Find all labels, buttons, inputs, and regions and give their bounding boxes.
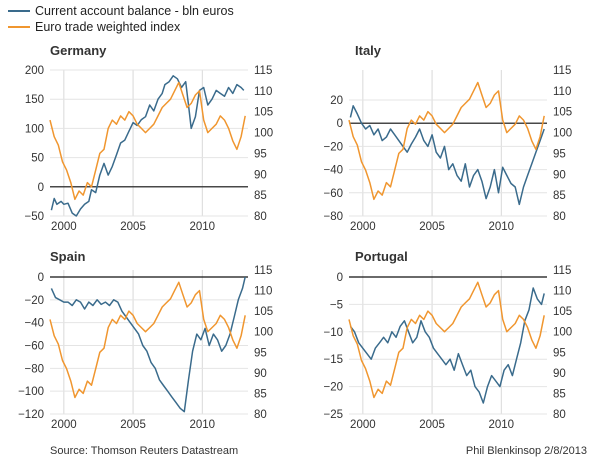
left-tick-label-italy--80: −80 (323, 211, 343, 223)
trade-index-line-spain (49, 281, 246, 399)
legend: Current account balance - bln euros Euro… (8, 3, 234, 35)
current-account-line-portugal (349, 287, 545, 404)
chart-title-portugal: Portugal (355, 249, 408, 264)
left-tick-label-germany--50: −50 (24, 211, 44, 223)
source-note: Source: Thomson Reuters Datastream (50, 445, 239, 457)
x-tick-label-italy-2010: 2010 (489, 221, 515, 233)
credit-note: Phil Blenkinsop 2/8/2013 (465, 445, 587, 457)
x-tick-label-italy-2000: 2000 (350, 221, 376, 233)
right-tick-label-portugal-100: 100 (553, 327, 572, 339)
chart-title-germany: Germany (50, 43, 107, 58)
trade-index-line-italy (348, 81, 545, 201)
left-tick-label-germany-50: 50 (31, 153, 44, 165)
left-tick-label-portugal--25: −25 (323, 409, 343, 421)
x-tick-label-spain-2000: 2000 (51, 419, 77, 431)
chart-title-spain: Spain (50, 249, 85, 264)
right-tick-label-italy-90: 90 (553, 169, 566, 181)
right-tick-label-germany-90: 90 (254, 169, 267, 181)
right-tick-label-portugal-90: 90 (553, 368, 566, 380)
left-tick-label-germany-100: 100 (25, 123, 44, 135)
current-account-line-germany (50, 75, 245, 217)
x-tick-label-portugal-2000: 2000 (350, 419, 376, 431)
right-tick-label-italy-110: 110 (553, 86, 571, 98)
right-tick-label-portugal-85: 85 (553, 388, 566, 400)
right-tick-label-germany-110: 110 (254, 86, 272, 98)
chart-panel-germany: Germany −50 0 50 100 150 200 80 85 90 95 100 105 110 1… (24, 43, 273, 233)
left-tick-label-portugal--10: −10 (323, 327, 343, 339)
right-tick-label-italy-85: 85 (553, 190, 566, 202)
right-tick-label-italy-95: 95 (553, 148, 566, 160)
left-tick-label-spain--60: −60 (24, 341, 44, 353)
left-tick-label-italy--60: −60 (323, 188, 343, 200)
x-tick-label-spain-2005: 2005 (120, 419, 146, 431)
chart-panel-spain: Spain −120 −100 −80 −60 −40 −20 0 80 85 90 95 100 105… (18, 249, 273, 431)
legend-label-current-account: Current account balance - bln euros (35, 4, 234, 18)
legend-item-current-account: Current account balance - bln euros (8, 3, 234, 19)
left-tick-label-italy-20: 20 (330, 95, 343, 107)
left-tick-label-italy--20: −20 (323, 141, 343, 153)
left-tick-label-italy-0: 0 (337, 118, 343, 130)
right-tick-label-italy-80: 80 (553, 211, 566, 223)
left-tick-label-portugal--20: −20 (323, 382, 343, 394)
left-tick-label-spain--120: −120 (18, 409, 44, 421)
left-tick-label-portugal--5: −5 (330, 299, 343, 311)
x-tick-label-italy-2005: 2005 (419, 221, 445, 233)
x-tick-label-germany-2010: 2010 (190, 221, 216, 233)
right-tick-label-spain-95: 95 (254, 347, 267, 359)
legend-swatch-trade-index (8, 26, 30, 28)
right-tick-label-germany-85: 85 (254, 190, 267, 202)
left-tick-label-spain-0: 0 (38, 272, 44, 284)
current-account-line-italy (349, 105, 545, 206)
right-tick-label-portugal-105: 105 (553, 306, 572, 318)
left-tick-label-spain--100: −100 (18, 386, 44, 398)
legend-label-trade-index: Euro trade weighted index (35, 20, 181, 34)
right-tick-label-italy-115: 115 (553, 65, 571, 77)
trade-index-line-germany (49, 81, 246, 201)
right-tick-label-spain-100: 100 (254, 327, 273, 339)
x-tick-label-portugal-2010: 2010 (489, 419, 515, 431)
left-tick-label-spain--20: −20 (24, 295, 44, 307)
right-tick-label-italy-105: 105 (553, 107, 572, 119)
right-tick-label-portugal-80: 80 (553, 409, 566, 421)
left-tick-label-germany-0: 0 (38, 182, 44, 194)
chart-panel-portugal: Portugal −25 −20 −15 −10 −5 0 80 85 90 95 100 105 110… (323, 249, 572, 431)
right-tick-label-portugal-110: 110 (553, 286, 571, 298)
legend-item-trade-index: Euro trade weighted index (8, 19, 234, 35)
right-tick-label-germany-115: 115 (254, 65, 272, 77)
right-tick-label-spain-85: 85 (254, 388, 267, 400)
right-tick-label-portugal-115: 115 (553, 265, 571, 277)
right-tick-label-germany-100: 100 (254, 128, 273, 140)
right-tick-label-italy-100: 100 (553, 128, 572, 140)
right-tick-label-portugal-95: 95 (553, 347, 566, 359)
chart-title-italy: Italy (355, 43, 382, 58)
right-tick-label-germany-95: 95 (254, 148, 267, 160)
right-tick-label-spain-110: 110 (254, 286, 272, 298)
x-tick-label-portugal-2005: 2005 (419, 419, 445, 431)
left-tick-label-germany-200: 200 (25, 65, 44, 77)
right-tick-label-germany-105: 105 (254, 107, 273, 119)
x-tick-label-germany-2005: 2005 (120, 221, 146, 233)
left-tick-label-italy--40: −40 (323, 165, 343, 177)
x-tick-label-germany-2000: 2000 (51, 221, 77, 233)
right-tick-label-spain-115: 115 (254, 265, 272, 277)
right-tick-label-spain-105: 105 (254, 306, 273, 318)
left-tick-label-germany-150: 150 (25, 94, 44, 106)
legend-swatch-current-account (8, 10, 30, 12)
left-tick-label-portugal-0: 0 (337, 272, 343, 284)
left-tick-label-portugal--15: −15 (323, 354, 343, 366)
left-tick-label-spain--40: −40 (24, 318, 44, 330)
right-tick-label-spain-90: 90 (254, 368, 267, 380)
left-tick-label-spain--80: −80 (24, 363, 44, 375)
right-tick-label-spain-80: 80 (254, 409, 267, 421)
right-tick-label-germany-80: 80 (254, 211, 267, 223)
current-account-line-spain (50, 276, 246, 413)
trade-index-line-portugal (348, 281, 545, 399)
x-tick-label-spain-2010: 2010 (190, 419, 216, 431)
chart-panel-italy: Italy −80 −60 −40 −20 0 20 80 85 90 95 100 105 110 115… (323, 43, 572, 233)
